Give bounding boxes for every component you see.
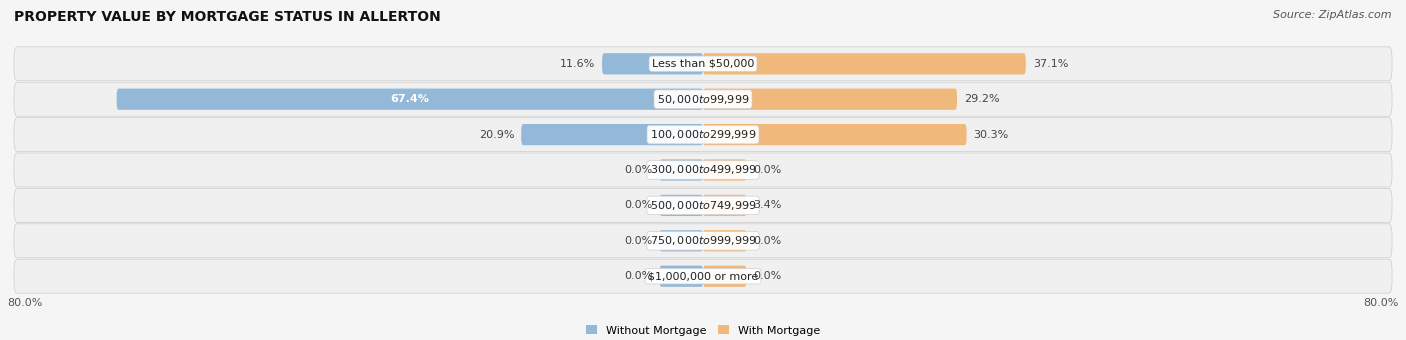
FancyBboxPatch shape [659, 159, 703, 181]
Text: 0.0%: 0.0% [624, 271, 652, 281]
FancyBboxPatch shape [14, 153, 1392, 187]
FancyBboxPatch shape [703, 159, 747, 181]
Text: $1,000,000 or more: $1,000,000 or more [648, 271, 758, 281]
FancyBboxPatch shape [703, 230, 747, 251]
FancyBboxPatch shape [117, 89, 703, 110]
FancyBboxPatch shape [659, 266, 703, 287]
FancyBboxPatch shape [14, 47, 1392, 81]
Text: Less than $50,000: Less than $50,000 [652, 59, 754, 69]
Text: 11.6%: 11.6% [560, 59, 595, 69]
Text: 0.0%: 0.0% [754, 236, 782, 246]
FancyBboxPatch shape [602, 53, 703, 74]
Text: 30.3%: 30.3% [973, 130, 1010, 140]
Text: 20.9%: 20.9% [478, 130, 515, 140]
Text: $50,000 to $99,999: $50,000 to $99,999 [657, 93, 749, 106]
Text: Source: ZipAtlas.com: Source: ZipAtlas.com [1274, 10, 1392, 20]
Text: 29.2%: 29.2% [965, 94, 1000, 104]
FancyBboxPatch shape [659, 230, 703, 251]
FancyBboxPatch shape [703, 124, 966, 145]
FancyBboxPatch shape [659, 195, 703, 216]
FancyBboxPatch shape [14, 118, 1392, 152]
Text: 80.0%: 80.0% [7, 299, 42, 308]
Legend: Without Mortgage, With Mortgage: Without Mortgage, With Mortgage [582, 321, 824, 340]
Text: 0.0%: 0.0% [754, 165, 782, 175]
Text: 0.0%: 0.0% [624, 236, 652, 246]
Text: $750,000 to $999,999: $750,000 to $999,999 [650, 234, 756, 247]
FancyBboxPatch shape [522, 124, 703, 145]
FancyBboxPatch shape [14, 224, 1392, 258]
FancyBboxPatch shape [703, 53, 1026, 74]
FancyBboxPatch shape [14, 188, 1392, 222]
Text: 80.0%: 80.0% [1364, 299, 1399, 308]
FancyBboxPatch shape [703, 266, 747, 287]
Text: 3.4%: 3.4% [754, 200, 782, 210]
FancyBboxPatch shape [703, 89, 957, 110]
Text: 0.0%: 0.0% [624, 200, 652, 210]
Text: 37.1%: 37.1% [1033, 59, 1069, 69]
Text: 0.0%: 0.0% [624, 165, 652, 175]
Text: $300,000 to $499,999: $300,000 to $499,999 [650, 164, 756, 176]
Text: PROPERTY VALUE BY MORTGAGE STATUS IN ALLERTON: PROPERTY VALUE BY MORTGAGE STATUS IN ALL… [14, 10, 441, 24]
FancyBboxPatch shape [14, 82, 1392, 116]
FancyBboxPatch shape [14, 259, 1392, 293]
Text: 67.4%: 67.4% [391, 94, 429, 104]
FancyBboxPatch shape [703, 195, 747, 216]
Text: $500,000 to $749,999: $500,000 to $749,999 [650, 199, 756, 212]
Text: $100,000 to $299,999: $100,000 to $299,999 [650, 128, 756, 141]
Text: 0.0%: 0.0% [754, 271, 782, 281]
